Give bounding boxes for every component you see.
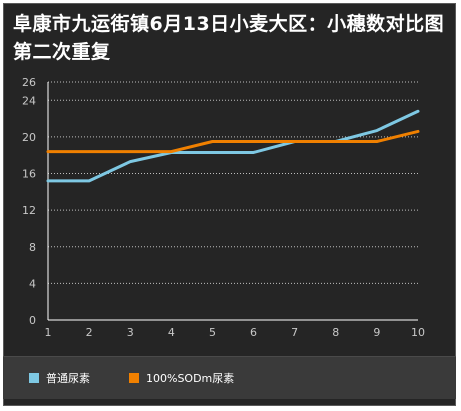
data-point — [334, 140, 337, 143]
data-point — [129, 150, 132, 153]
data-point — [87, 179, 91, 183]
x-tick-label: 1 — [45, 326, 52, 339]
y-tick-label: 16 — [22, 168, 36, 181]
y-tick-label: 26 — [22, 76, 36, 89]
legend-item-series-2: 100%SODm尿素 — [129, 370, 234, 386]
data-point — [46, 179, 50, 183]
y-tick-label: 24 — [22, 94, 36, 107]
data-point — [87, 150, 91, 153]
legend-swatch-series-1 — [29, 373, 39, 383]
x-tick-label: 4 — [168, 326, 175, 339]
series-line-2 — [46, 129, 420, 154]
y-tick-label: 12 — [22, 204, 36, 217]
data-point — [46, 150, 50, 153]
y-tick-label: 0 — [29, 314, 36, 327]
legend-item-series-1: 普通尿素 — [29, 370, 90, 386]
data-point — [375, 140, 379, 143]
chart-legend: 普通尿素 100%SODm尿素 — [3, 356, 456, 399]
data-point — [416, 130, 420, 133]
data-point — [170, 150, 173, 153]
chart-frame — [3, 3, 456, 406]
y-tick-label: 20 — [22, 131, 36, 144]
legend-swatch-series-2 — [129, 373, 139, 383]
x-tick-label: 10 — [411, 326, 425, 339]
y-tick-label: 8 — [29, 241, 36, 254]
x-tick-label: 6 — [250, 326, 257, 339]
x-tick-label: 3 — [127, 326, 134, 339]
y-tick-label: 4 — [29, 277, 36, 290]
data-point — [293, 140, 296, 143]
x-tick-label: 8 — [332, 326, 339, 339]
x-tick-label: 5 — [209, 326, 216, 339]
data-point — [252, 140, 255, 143]
data-point — [375, 129, 379, 132]
data-point — [129, 160, 132, 163]
data-point — [211, 151, 214, 154]
x-tick-label: 2 — [86, 326, 93, 339]
chart-title: 阜康市九运街镇6月13日小麦大区：小穗数对比图第二次重复 — [13, 13, 445, 63]
x-tick-label: 9 — [373, 326, 380, 339]
x-tick-label: 7 — [291, 326, 298, 339]
legend-label-series-2: 100%SODm尿素 — [146, 372, 235, 385]
data-point — [252, 151, 255, 154]
data-point — [211, 140, 214, 143]
legend-label-series-1: 普通尿素 — [46, 372, 90, 385]
series-line-1 — [46, 109, 420, 183]
data-point — [416, 110, 420, 113]
